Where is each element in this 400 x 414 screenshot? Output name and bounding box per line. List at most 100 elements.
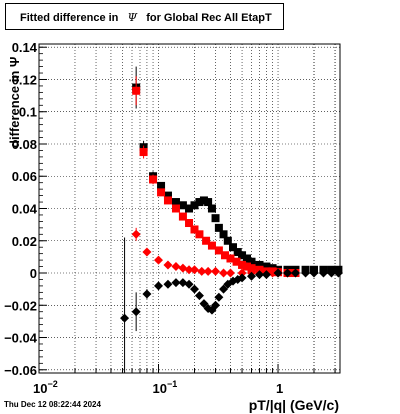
data-point-square [139, 148, 148, 157]
data-point-diamond [214, 292, 224, 302]
data-point-diamond [211, 266, 221, 276]
data-point-square [255, 260, 264, 269]
data-points [120, 66, 343, 373]
data-point-square [171, 204, 180, 213]
data-point-square [223, 236, 232, 245]
data-point-square [238, 260, 247, 269]
data-point-diamond [237, 273, 247, 283]
chart-title-symbol: Ψ [127, 11, 138, 24]
data-point-diamond [309, 268, 319, 278]
chart-title-prefix: Fitted difference in [20, 12, 119, 24]
data-point-diamond [142, 289, 152, 299]
data-point-square [195, 230, 204, 239]
data-point-square [211, 214, 220, 223]
data-point-diamond [261, 270, 271, 280]
data-point-square [242, 262, 251, 271]
data-point-square [195, 198, 204, 207]
data-point-diamond [131, 229, 141, 239]
data-point-square [178, 201, 187, 210]
data-point-square [178, 212, 187, 221]
data-point-square [204, 198, 213, 207]
data-point-diamond [301, 268, 311, 278]
data-point-diamond [219, 284, 229, 294]
data-point-square [219, 230, 228, 239]
data-point-diamond [171, 262, 181, 272]
data-point-diamond [237, 268, 247, 278]
data-point-diamond [211, 300, 221, 310]
x-tick-label: 10−2 [33, 379, 58, 396]
data-point-square [190, 225, 199, 234]
data-point-diamond [171, 278, 181, 288]
data-point-diamond [282, 268, 292, 278]
data-point-diamond [163, 279, 173, 289]
axes: −0.06 −0.04 −0.02 0 0.02 0.04 0.06 0.08 0.1 0.12 0… [4, 40, 341, 396]
y-tick-label: −0.06 [4, 363, 37, 378]
data-point-diamond [219, 268, 229, 278]
y-tick-label: 0.02 [12, 234, 37, 249]
data-point-square [238, 251, 247, 260]
data-point-square [163, 196, 172, 205]
data-point-diamond [203, 266, 213, 276]
x-tick-label: 1 [276, 381, 283, 396]
data-point-square [157, 181, 166, 190]
data-point-diamond [120, 313, 130, 323]
data-point-diamond [194, 291, 204, 301]
data-point-square [233, 248, 242, 257]
data-point-diamond [268, 268, 278, 278]
data-point-square [229, 243, 238, 252]
y-tick-label: 0.14 [12, 40, 38, 55]
data-point-diamond [326, 268, 336, 278]
data-point-square [214, 223, 223, 232]
data-point-diamond [255, 270, 265, 280]
y-tick-label: 0 [30, 266, 37, 281]
y-tick-label: 0.12 [12, 72, 37, 87]
data-point-diamond [184, 265, 194, 275]
data-point-square [163, 191, 172, 200]
x-tick-label: 10−1 [153, 379, 178, 396]
data-point-square [247, 264, 256, 273]
data-point-diamond [131, 307, 141, 317]
data-point-diamond [197, 266, 207, 276]
y-tick-label: 0.1 [19, 105, 37, 120]
y-tick-label: 0.04 [12, 202, 38, 217]
data-point-diamond [318, 268, 328, 278]
data-point-diamond [178, 278, 188, 288]
data-point-diamond [189, 284, 199, 294]
data-point-square [190, 201, 199, 210]
y-tick-label: 0.08 [12, 137, 37, 152]
data-point-square [149, 175, 158, 184]
data-point-square [226, 254, 235, 263]
data-point-square [247, 257, 256, 266]
data-point-square [262, 262, 271, 271]
data-point-diamond [225, 268, 235, 278]
data-point-square [242, 254, 251, 263]
data-point-square [202, 236, 211, 245]
chart-title-suffix: for Global Rec All EtapT [146, 12, 272, 24]
timestamp: Thu Dec 12 08:22:44 2024 [4, 400, 101, 409]
y-axis-label: difference in Ψ [7, 57, 22, 148]
data-point-diamond [154, 255, 164, 265]
data-point-diamond [247, 271, 257, 281]
data-point-diamond [290, 268, 300, 278]
data-point-square [214, 246, 223, 255]
data-point-diamond [163, 260, 173, 270]
chart-title: Fitted difference in Ψ for Global Rec Al… [5, 3, 284, 30]
y-tick-label: 0.06 [12, 169, 37, 184]
data-point-square [232, 257, 241, 266]
data-point-diamond [142, 247, 152, 257]
data-point-square [221, 251, 230, 260]
data-point-square [185, 204, 194, 213]
grid-lines [38, 44, 340, 373]
data-point-diamond [178, 263, 188, 273]
y-tick-label: −0.02 [4, 298, 37, 313]
data-point-diamond [184, 279, 194, 289]
data-point-square [185, 219, 194, 228]
data-point-diamond [273, 268, 283, 278]
data-point-diamond [154, 281, 164, 291]
data-point-square [207, 204, 216, 213]
data-point-diamond [333, 268, 343, 278]
data-point-square [171, 198, 180, 207]
data-point-square [207, 241, 216, 250]
data-point-square [132, 86, 141, 95]
